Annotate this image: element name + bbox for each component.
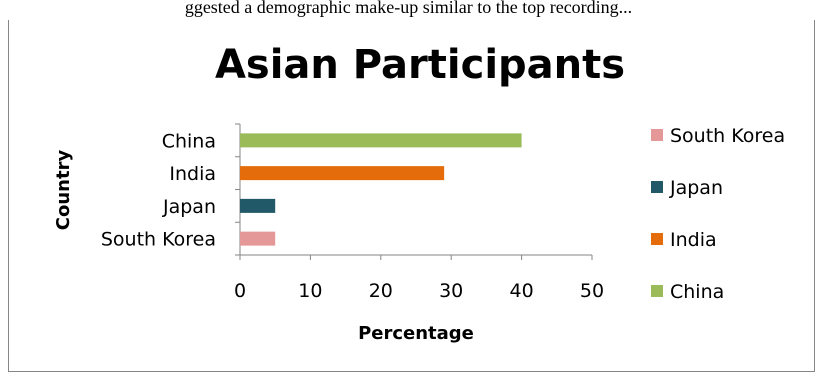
x-axis-label: Percentage bbox=[358, 323, 474, 344]
x-tick-label: 50 bbox=[580, 280, 604, 302]
bar-south-korea bbox=[240, 231, 276, 246]
legend-swatch bbox=[651, 233, 663, 245]
x-tick-label: 10 bbox=[298, 280, 322, 302]
y-axis-label: Country bbox=[53, 150, 74, 231]
x-tick-label: 40 bbox=[510, 280, 534, 302]
legend-swatch bbox=[651, 285, 663, 297]
y-tick-label: China bbox=[162, 130, 216, 152]
legend-label: South Korea bbox=[670, 125, 785, 147]
bar-china bbox=[240, 133, 522, 148]
legend-label: India bbox=[670, 229, 717, 251]
caption-text: ggested a demographic make-up similar to… bbox=[184, 0, 633, 17]
x-tick-label: 20 bbox=[369, 280, 393, 302]
y-tick-label: Japan bbox=[162, 196, 216, 218]
x-tick-label: 0 bbox=[234, 280, 246, 302]
y-tick-label: South Korea bbox=[101, 229, 216, 251]
legend-label: China bbox=[670, 281, 724, 303]
bar-india bbox=[240, 166, 445, 181]
legend-swatch bbox=[651, 181, 663, 193]
chart-title: Asian Participants bbox=[215, 42, 625, 88]
y-tick-label: India bbox=[169, 163, 216, 185]
x-tick-label: 30 bbox=[439, 280, 463, 302]
legend-label: Japan bbox=[669, 177, 723, 199]
chart-frame bbox=[8, 20, 815, 372]
bar-japan bbox=[240, 198, 276, 213]
legend-swatch bbox=[651, 129, 663, 141]
